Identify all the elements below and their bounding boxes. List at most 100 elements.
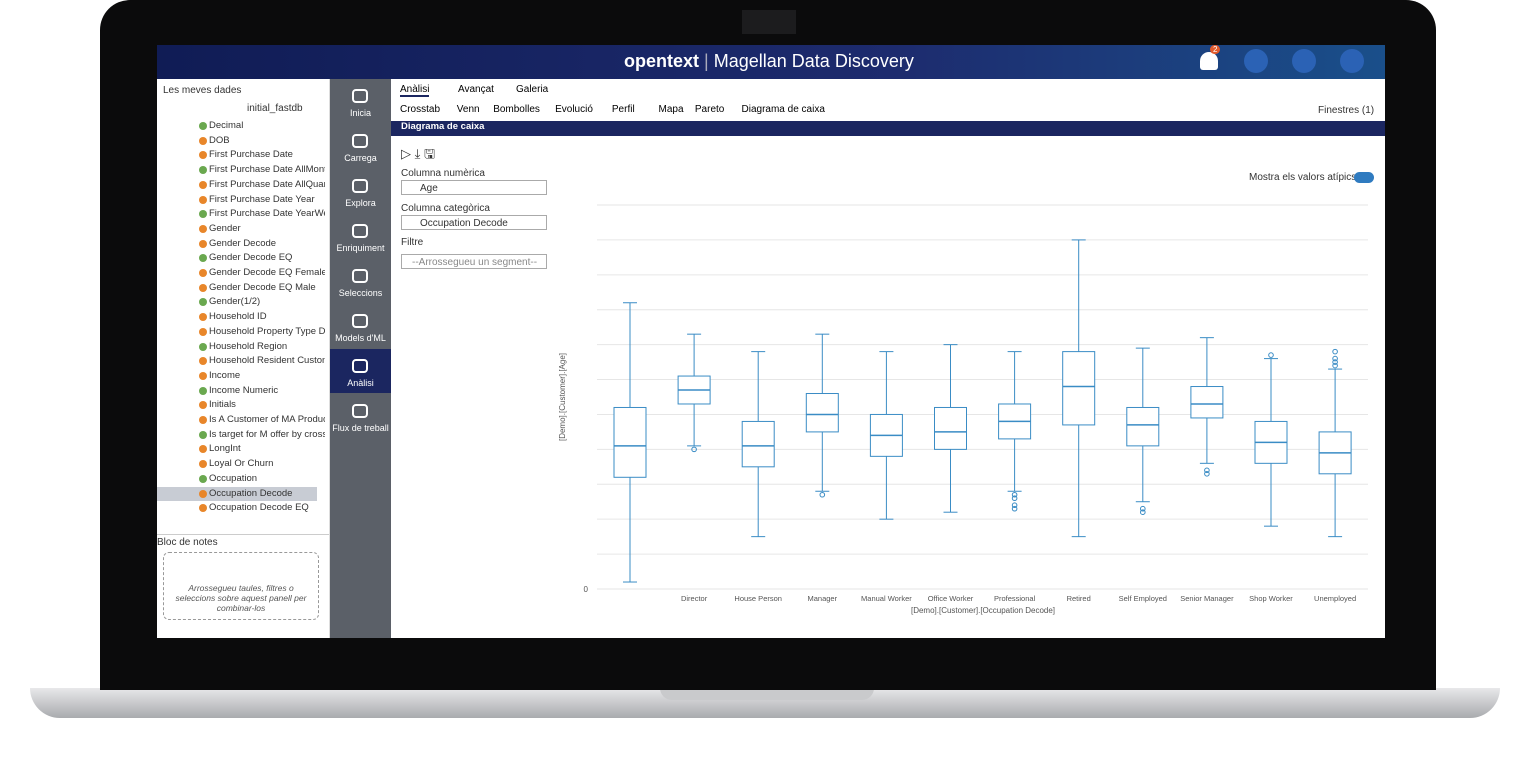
- field-icon: [199, 430, 207, 439]
- nav-icon: [352, 134, 368, 148]
- tab[interactable]: Anàlisi: [400, 84, 430, 97]
- windows-menu[interactable]: Finestres (1): [1318, 105, 1375, 116]
- tab[interactable]: Avançat: [458, 84, 494, 95]
- x-axis-title: [Demo].[Customer].[Occupation Decode]: [911, 606, 1055, 615]
- outlier: [1332, 348, 1338, 355]
- tree-item[interactable]: First Purchase Date: [209, 149, 293, 161]
- nav-item[interactable]: Models d'ML: [335, 333, 386, 343]
- filter-field[interactable]: --Arrossegueu un segment--: [401, 254, 547, 269]
- subtab[interactable]: Diagrama de caixa: [741, 104, 825, 115]
- nav-item[interactable]: Seleccions: [338, 288, 383, 298]
- box: [934, 406, 967, 450]
- outlier: [1140, 509, 1146, 516]
- category-field[interactable]: Occupation Decode: [401, 215, 547, 230]
- tree-item[interactable]: Occupation: [209, 472, 258, 484]
- field-icon: [199, 474, 207, 483]
- notes-dropzone[interactable]: Arrossegueu taules, filtres o seleccions…: [163, 552, 319, 620]
- outliers-label: Mostra els valors atípics: [1249, 172, 1357, 183]
- tree-item[interactable]: DOB: [209, 134, 230, 146]
- x-tick-label: House Person: [734, 594, 782, 603]
- subtab[interactable]: Pareto: [694, 104, 725, 115]
- x-tick-label: Director: [681, 594, 708, 603]
- nav-item[interactable]: Flux de treball: [332, 423, 389, 433]
- tree-item[interactable]: First Purchase Date YearWe: [209, 208, 325, 220]
- subtab[interactable]: Perfil: [611, 104, 635, 115]
- nav-bar: Inicia Carrega Explora Enriquiment Seleccion…: [330, 79, 391, 638]
- laptop-notch: [660, 688, 874, 700]
- x-tick-label: Office Worker: [928, 594, 974, 603]
- tree-item[interactable]: First Purchase Date Year: [209, 193, 315, 205]
- tab[interactable]: Galeria: [516, 84, 549, 95]
- subtab[interactable]: Mapa: [658, 104, 684, 115]
- source-select[interactable]: Les meves dades: [163, 85, 242, 96]
- tree-item[interactable]: Occupation Decode EQ: [209, 502, 309, 514]
- tree-item[interactable]: Household ID: [209, 311, 267, 323]
- outlier: [1204, 467, 1210, 474]
- screen-button[interactable]: [1244, 49, 1268, 73]
- outlier: [1011, 505, 1018, 512]
- subtab[interactable]: Bombolles: [493, 104, 540, 115]
- box: [805, 393, 839, 433]
- tree-item[interactable]: Initials: [209, 399, 236, 411]
- tree-item[interactable]: Occupation Decode: [157, 486, 317, 501]
- tree-item[interactable]: LongInt: [209, 443, 241, 455]
- tree-item[interactable]: Gender Decode EQ: [209, 252, 293, 264]
- tree-item[interactable]: Is target for M offer by cross: [209, 428, 325, 440]
- field-icon: [199, 342, 207, 351]
- outliers-toggle[interactable]: [1354, 172, 1374, 183]
- tree-item[interactable]: First Purchase Date AllQuar: [209, 178, 325, 190]
- notification-badge: 2: [1210, 45, 1221, 54]
- field-icon: [199, 283, 207, 292]
- tree-item[interactable]: First Purchase Date AllMont: [209, 164, 325, 176]
- database-name: initial_fastdb: [247, 103, 303, 114]
- tree-item[interactable]: Household Property Type D: [209, 325, 325, 337]
- x-tick-label: Unemployed: [1314, 594, 1356, 603]
- tree-item[interactable]: Gender Decode EQ Female: [209, 267, 325, 278]
- outlier: [1011, 491, 1018, 498]
- field-icon: [199, 180, 207, 189]
- nav-item[interactable]: Anàlisi: [347, 378, 374, 388]
- outlier: [1204, 471, 1210, 477]
- nav-item[interactable]: Carrega: [344, 153, 377, 163]
- tree-item[interactable]: Decimal: [209, 120, 244, 131]
- numeric-field[interactable]: Age: [401, 180, 547, 195]
- brand: opentext: [624, 51, 700, 71]
- help-button[interactable]: [1292, 49, 1316, 73]
- tree-item[interactable]: Gender: [209, 222, 241, 234]
- outlier: [819, 491, 826, 498]
- tree-item[interactable]: Loyal Or Churn: [209, 458, 274, 470]
- toolbar[interactable]: ▷ ⤓ 🖫: [401, 146, 436, 161]
- field-icon: [199, 269, 207, 277]
- field-tree: Decimal DOB First Purchase Date First Purch…: [157, 119, 325, 559]
- tree-item[interactable]: Is A Customer of MA Produc: [209, 414, 325, 425]
- product-subtitle: Data Discovery: [791, 51, 914, 71]
- field-icon: [199, 357, 207, 366]
- tree-item[interactable]: Income: [209, 369, 241, 381]
- user-button[interactable]: [1340, 49, 1364, 73]
- outlier: [691, 446, 697, 453]
- field-icon: [199, 386, 207, 395]
- nav-item[interactable]: Enriquiment: [336, 243, 385, 253]
- tree-item[interactable]: Gender Decode EQ Male: [209, 281, 316, 293]
- box: [1126, 406, 1160, 447]
- nav-item[interactable]: Inicia: [349, 108, 371, 118]
- subtab[interactable]: Venn: [456, 104, 480, 115]
- tree-item[interactable]: Gender Decode: [209, 237, 277, 249]
- box: [613, 406, 647, 478]
- field-icon: [199, 445, 207, 454]
- tree-item[interactable]: Household Resident Custon: [209, 355, 325, 367]
- outlier: [1332, 362, 1338, 369]
- tree-item[interactable]: Gender(1/2): [209, 296, 261, 308]
- nav-item[interactable]: Explora: [345, 198, 376, 208]
- notification-button[interactable]: [1200, 52, 1218, 70]
- outlier: [1011, 502, 1018, 509]
- tree-item[interactable]: Income Numeric: [209, 384, 279, 396]
- subtab[interactable]: Evolució: [555, 104, 593, 115]
- subtab[interactable]: Crosstab: [400, 104, 441, 115]
- tree-item[interactable]: Household Region: [209, 340, 288, 352]
- outlier: [1332, 355, 1338, 362]
- x-tick-label: Shop Worker: [1249, 594, 1293, 603]
- product: Magellan: [713, 51, 787, 71]
- x-tick-label: Self Employed: [1119, 594, 1167, 603]
